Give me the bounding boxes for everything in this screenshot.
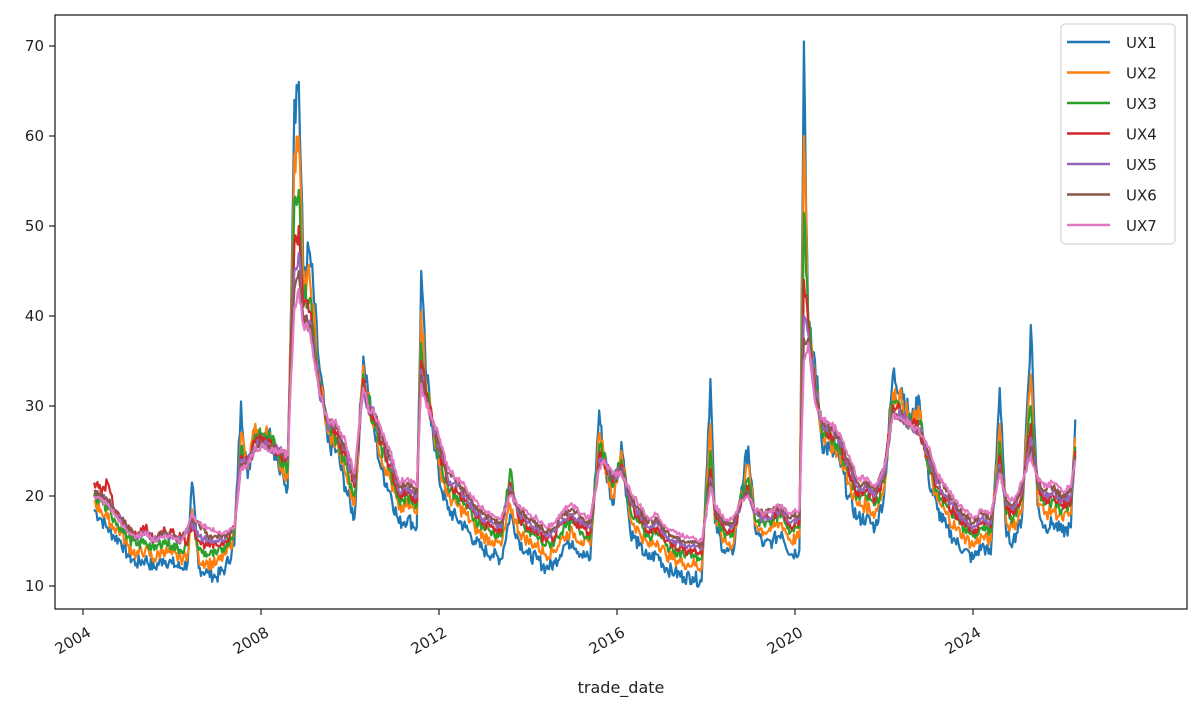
y-tick-label: 70 [25, 37, 44, 55]
legend-label-ux5: UX5 [1126, 156, 1157, 174]
y-tick-label: 40 [25, 307, 44, 325]
plot-frame [54, 14, 1188, 610]
legend-label-ux2: UX2 [1126, 65, 1157, 83]
legend-label-ux1: UX1 [1126, 34, 1157, 52]
series-layer [93, 40, 1077, 588]
legend-label-ux3: UX3 [1126, 95, 1157, 113]
series-line-ux7 [93, 287, 1077, 544]
y-axis: 10 20 30 40 50 60 70 [25, 37, 55, 595]
legend-box [1060, 23, 1176, 245]
y-tick-label: 10 [25, 577, 44, 595]
legend-label-ux4: UX4 [1126, 126, 1157, 144]
legend-label-ux6: UX6 [1126, 187, 1157, 205]
y-tick-label: 30 [25, 397, 44, 415]
y-tick-label: 20 [25, 487, 44, 505]
y-tick-label: 50 [25, 217, 44, 235]
y-tick-label: 60 [25, 127, 44, 145]
legend-label-ux7: UX7 [1126, 217, 1157, 235]
x-axis-label: trade_date [578, 678, 665, 698]
legend: UX1 UX2 UX3 UX4 UX5 UX6 UX7 [1060, 23, 1176, 245]
